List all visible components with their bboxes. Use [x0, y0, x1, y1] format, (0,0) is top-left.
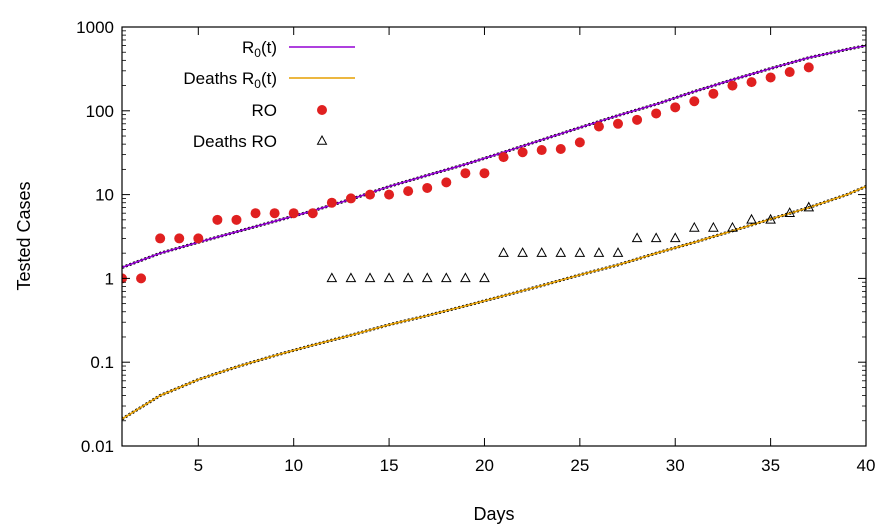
data-point-deaths-ro — [669, 232, 681, 243]
data-point-ro — [460, 168, 471, 179]
data-point-ro — [517, 147, 528, 158]
data-point-deaths-ro — [708, 221, 719, 232]
data-point-deaths-ro — [383, 272, 395, 283]
axes-layer — [121, 26, 867, 447]
data-point-ro — [613, 118, 623, 129]
data-point-ro — [212, 214, 223, 225]
data-point-deaths-ro — [784, 207, 796, 217]
data-point-deaths-ro — [498, 247, 509, 257]
data-point-deaths-ro — [746, 213, 757, 224]
legend-label: Deaths RO — [193, 132, 277, 151]
data-point-deaths-ro — [688, 221, 700, 232]
legend-swatch-circle — [317, 105, 327, 115]
x-tick-label: 15 — [380, 456, 399, 475]
plot-frame — [121, 26, 867, 447]
y-tick-label: 0.01 — [81, 437, 114, 456]
data-point-ro — [632, 114, 643, 125]
series-line — [122, 185, 866, 420]
data-point-ro — [784, 67, 795, 78]
data-point-ro — [479, 168, 490, 179]
data-point-ro — [384, 189, 395, 200]
x-tick-label: 20 — [475, 456, 494, 475]
x-tick-label: 35 — [761, 456, 780, 475]
legend-label: RO — [252, 101, 278, 120]
data-point-deaths-ro — [402, 272, 414, 283]
x-axis-label: Days — [473, 504, 514, 524]
data-point-ro — [345, 193, 356, 204]
x-tick-label: 10 — [284, 456, 303, 475]
data-point-deaths-ro — [574, 247, 586, 257]
data-point-deaths-ro — [555, 247, 567, 257]
y-axis-label: Tested Cases — [14, 181, 34, 290]
data-point-ro — [803, 62, 814, 73]
data-point-ro — [269, 208, 280, 219]
data-point-ro — [651, 108, 662, 119]
y-tick-label: 100 — [86, 102, 114, 121]
data-point-ro — [708, 88, 719, 99]
data-point-deaths-ro — [440, 272, 452, 283]
data-point-deaths-ro — [612, 247, 624, 257]
data-point-deaths-ro — [517, 247, 528, 257]
data-point-deaths-ro — [479, 272, 490, 283]
data-point-ro — [555, 144, 566, 155]
data-point-ro — [326, 197, 337, 208]
data-point-deaths-ro — [803, 201, 815, 212]
data-point-deaths-ro — [536, 247, 548, 257]
legend-swatch-triangle — [316, 134, 328, 145]
x-tick-label: 40 — [857, 456, 876, 475]
data-point-ro — [498, 152, 509, 163]
data-point-ro — [174, 233, 185, 244]
data-point-ro — [250, 208, 261, 219]
data-point-deaths-ro — [460, 272, 471, 283]
data-point-deaths-ro — [727, 221, 738, 232]
data-point-deaths-ro — [364, 272, 376, 283]
data-point-deaths-ro — [345, 272, 357, 283]
data-point-ro — [746, 77, 757, 88]
data-point-ro — [593, 121, 604, 132]
y-tick-label: 10 — [95, 186, 114, 205]
data-point-deaths-ro — [421, 272, 433, 283]
data-point-ro — [422, 182, 433, 193]
data-point-ro — [193, 233, 204, 244]
data-point-ro — [689, 96, 700, 107]
data-point-deaths-ro — [326, 272, 338, 283]
data-point-ro — [231, 214, 242, 225]
data-point-ro — [574, 137, 585, 148]
data-point-ro — [288, 208, 299, 219]
data-point-ro — [765, 72, 776, 83]
data-point-ro — [403, 186, 414, 197]
y-tick-label: 1000 — [76, 18, 114, 37]
data-point-ro — [670, 102, 681, 113]
legend-label: Deaths R0(t) — [183, 69, 277, 91]
data-point-deaths-ro — [593, 247, 605, 257]
y-tick-label: 0.1 — [90, 353, 114, 372]
x-tick-label: 5 — [194, 456, 203, 475]
data-point-ro — [136, 273, 147, 284]
data-point-ro — [727, 80, 738, 91]
legend-label: R0(t) — [242, 38, 277, 60]
ticks-layer: 5 10 15 20 25 30 35 40 0.01 0.1 1 10 100 1000 — [76, 18, 875, 475]
data-point-ro — [536, 145, 547, 156]
data-point-ro — [155, 233, 166, 244]
x-tick-label: 25 — [570, 456, 589, 475]
data-point-deaths-ro — [631, 232, 643, 243]
data-point-ro — [307, 208, 318, 219]
legend: R0(t) Deaths R0(t) RO Deaths RO — [183, 38, 355, 151]
data-point-ro — [365, 189, 375, 200]
y-tick-label: 1 — [105, 269, 114, 288]
data-point-deaths-ro — [765, 213, 776, 224]
x-tick-label: 30 — [666, 456, 685, 475]
series-layer — [122, 44, 866, 421]
data-point-ro — [441, 177, 452, 188]
data-point-deaths-ro — [650, 232, 662, 243]
